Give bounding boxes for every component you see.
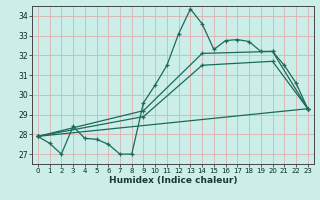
X-axis label: Humidex (Indice chaleur): Humidex (Indice chaleur) <box>108 176 237 185</box>
